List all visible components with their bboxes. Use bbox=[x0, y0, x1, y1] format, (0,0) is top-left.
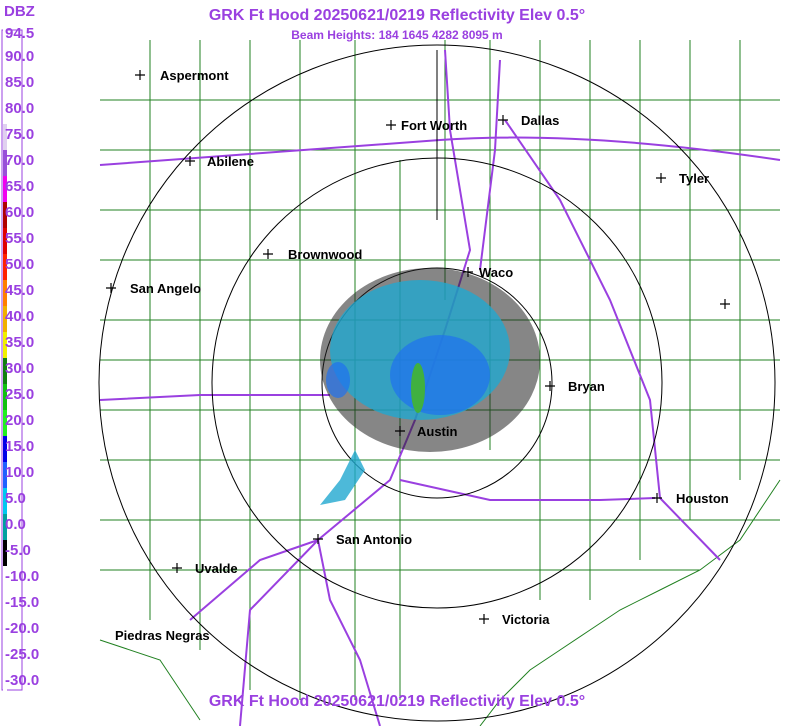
city-label: Waco bbox=[479, 265, 513, 280]
city-label: Fort Worth bbox=[401, 118, 467, 133]
colorbar-label: 85.0 bbox=[5, 74, 34, 91]
colorbar-swatch bbox=[3, 228, 7, 254]
colorbar-swatch bbox=[3, 618, 7, 644]
echo-band bbox=[320, 450, 365, 505]
echo-moderate bbox=[390, 335, 490, 415]
colorbar-label: -25.0 bbox=[5, 646, 39, 663]
colorbar-label: 94.5 bbox=[5, 25, 34, 42]
city-label: Austin bbox=[417, 424, 458, 439]
colorbar-swatch bbox=[3, 358, 7, 384]
colorbar-swatch bbox=[3, 306, 7, 332]
colorbar-swatch bbox=[3, 540, 7, 566]
colorbar-swatch bbox=[3, 462, 7, 488]
city-marker bbox=[720, 299, 730, 309]
colorbar-swatch bbox=[3, 98, 7, 124]
city-label: Dallas bbox=[521, 113, 559, 128]
colorbar-label: -30.0 bbox=[5, 672, 39, 689]
colorbar-label: 45.0 bbox=[5, 282, 34, 299]
city-marker bbox=[185, 156, 195, 166]
colorbar-label: 65.0 bbox=[5, 178, 34, 195]
city-marker bbox=[545, 381, 555, 391]
colorbar-swatch bbox=[3, 410, 7, 436]
colorbar-swatch bbox=[3, 176, 7, 202]
colorbar-unit: DBZ bbox=[4, 3, 35, 20]
city-label: Houston bbox=[676, 491, 729, 506]
colorbar-swatch bbox=[3, 644, 7, 670]
city-label: Victoria bbox=[502, 612, 550, 627]
city-marker bbox=[106, 283, 116, 293]
city-label: Piedras Negras bbox=[115, 628, 210, 643]
colorbar-label: 30.0 bbox=[5, 360, 34, 377]
colorbar-label: 75.0 bbox=[5, 126, 34, 143]
colorbar: 94.5 90.0 85.0 80.0 75.0 70.0 65.0 60.0 55.0 50.0… bbox=[3, 23, 39, 696]
city-marker bbox=[395, 426, 405, 436]
colorbar-swatch bbox=[3, 254, 7, 280]
city-label: Aspermont bbox=[160, 68, 229, 83]
colorbar-label: 60.0 bbox=[5, 204, 34, 221]
colorbar-swatch bbox=[3, 514, 7, 540]
colorbar-label: -20.0 bbox=[5, 620, 39, 637]
colorbar-label: 25.0 bbox=[5, 386, 34, 403]
city-marker bbox=[656, 173, 666, 183]
footer-title: GRK Ft Hood 20250621/0219 Reflectivity E… bbox=[209, 693, 585, 710]
radar-echo bbox=[320, 268, 540, 505]
colorbar-label: 20.0 bbox=[5, 412, 34, 429]
colorbar-swatch bbox=[3, 150, 7, 176]
city-label: Tyler bbox=[679, 171, 709, 186]
subtitle: Beam Heights: 184 1645 4282 8095 m bbox=[291, 28, 502, 42]
city-marker bbox=[313, 534, 323, 544]
colorbar-swatch bbox=[3, 670, 7, 696]
cities: Aspermont Abilene Fort Worth Dallas Tyler Bro… bbox=[106, 68, 730, 643]
city-label: Brownwood bbox=[288, 247, 362, 262]
colorbar-label: 80.0 bbox=[5, 100, 34, 117]
colorbar-frame bbox=[1, 29, 23, 691]
city-marker bbox=[386, 120, 396, 130]
range-ring bbox=[98, 44, 776, 722]
base-map bbox=[98, 40, 781, 726]
city-label: San Angelo bbox=[130, 281, 201, 296]
colorbar-label: -15.0 bbox=[5, 594, 39, 611]
colorbar-swatch bbox=[3, 202, 7, 228]
colorbar-swatch bbox=[3, 280, 7, 306]
colorbar-label: 70.0 bbox=[5, 152, 34, 169]
colorbar-label: -5.0 bbox=[5, 542, 31, 559]
colorbar-label: 5.0 bbox=[5, 490, 26, 507]
colorbar-label: 0.0 bbox=[5, 516, 26, 533]
range-ring bbox=[321, 267, 553, 499]
city-marker bbox=[135, 70, 145, 80]
title: GRK Ft Hood 20250621/0219 Reflectivity E… bbox=[209, 7, 585, 24]
colorbar-label: 50.0 bbox=[5, 256, 34, 273]
colorbar-label: -10.0 bbox=[5, 568, 39, 585]
colorbar-swatch bbox=[3, 23, 7, 33]
city-label: San Antonio bbox=[336, 532, 412, 547]
city-label: Uvalde bbox=[195, 561, 238, 576]
echo-heavy bbox=[411, 363, 425, 413]
city-marker bbox=[263, 249, 273, 259]
echo-cell bbox=[326, 362, 350, 398]
colorbar-swatch bbox=[3, 592, 7, 618]
colorbar-label: 90.0 bbox=[5, 48, 34, 65]
city-marker bbox=[498, 115, 508, 125]
coastline bbox=[479, 479, 781, 726]
colorbar-swatch bbox=[3, 488, 7, 514]
colorbar-swatch bbox=[3, 124, 7, 150]
city-label: Bryan bbox=[568, 379, 605, 394]
city-marker bbox=[172, 563, 182, 573]
colorbar-swatch bbox=[3, 46, 7, 72]
colorbar-swatch bbox=[3, 566, 7, 592]
colorbar-swatch bbox=[3, 436, 7, 462]
colorbar-label: 15.0 bbox=[5, 438, 34, 455]
colorbar-swatch bbox=[3, 332, 7, 358]
colorbar-label: 40.0 bbox=[5, 308, 34, 325]
colorbar-swatch bbox=[3, 72, 7, 98]
city-label: Abilene bbox=[207, 154, 254, 169]
city-marker bbox=[463, 267, 473, 277]
colorbar-swatch bbox=[3, 384, 7, 410]
city-marker bbox=[479, 614, 489, 624]
colorbar-label: 35.0 bbox=[5, 334, 34, 351]
colorbar-label: 10.0 bbox=[5, 464, 34, 481]
colorbar-label: 55.0 bbox=[5, 230, 34, 247]
city-marker bbox=[652, 493, 662, 503]
